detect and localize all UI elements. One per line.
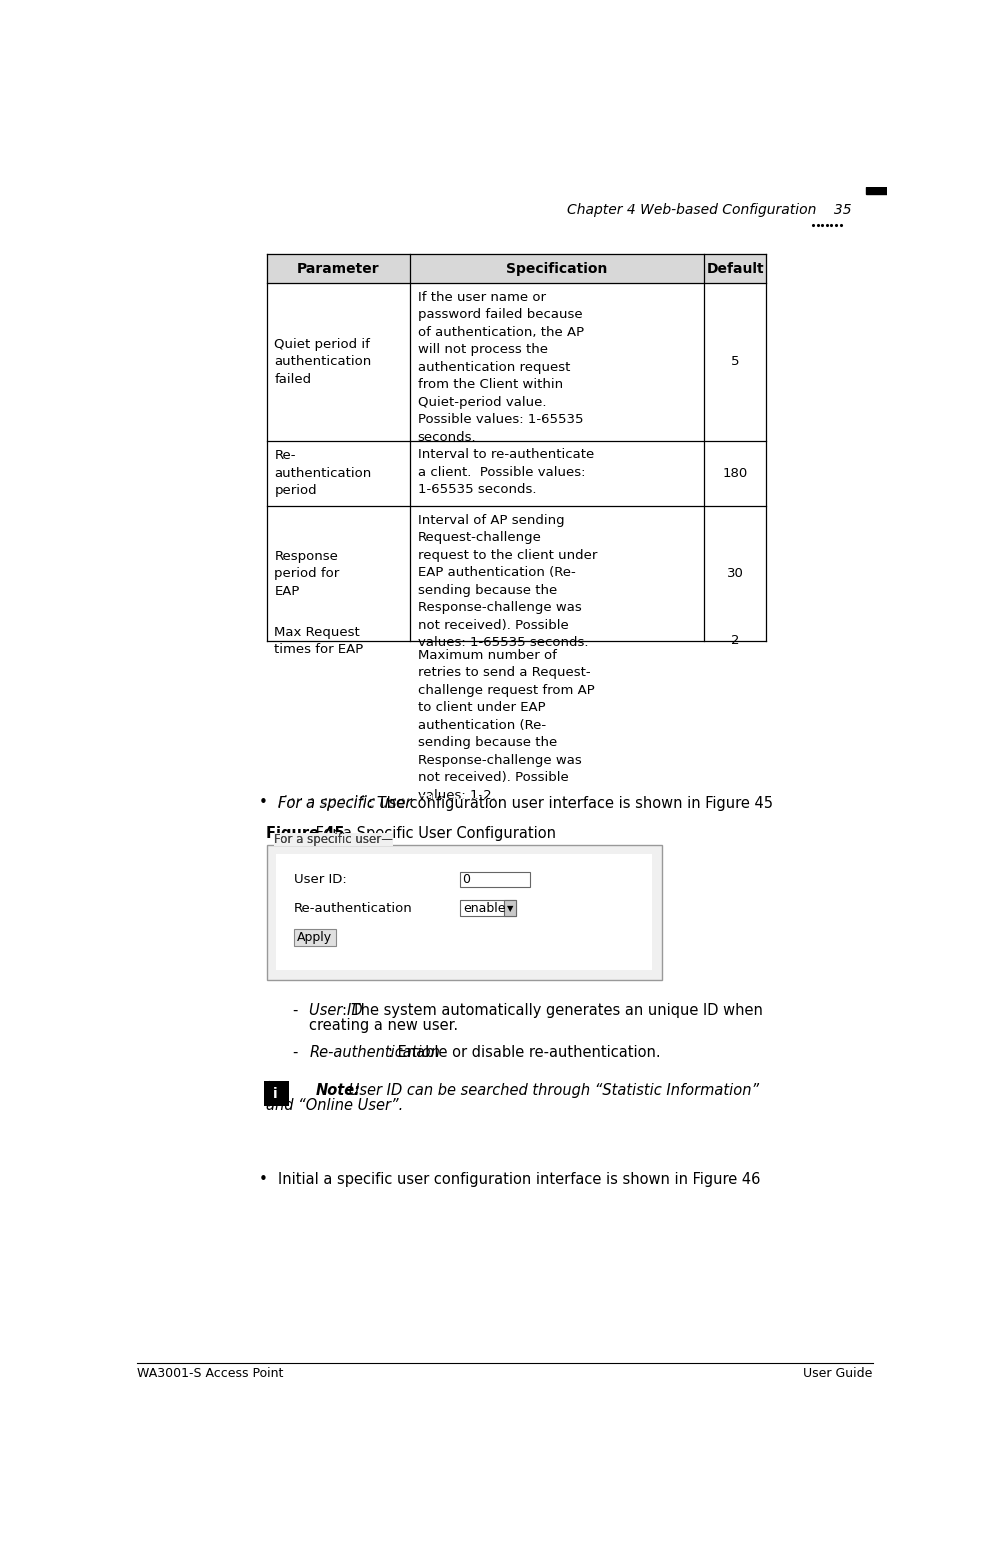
- Text: i: i: [273, 1087, 278, 1101]
- Text: Re-
authentication
period: Re- authentication period: [274, 449, 371, 498]
- Text: : Enable or disable re-authentication.: : Enable or disable re-authentication.: [388, 1045, 661, 1061]
- Text: User ID can be searched through “Statistic Information”: User ID can be searched through “Statist…: [345, 1082, 759, 1098]
- Text: For a specific user: For a specific user: [278, 796, 412, 810]
- Text: Apply: Apply: [297, 931, 333, 944]
- Text: •: •: [259, 795, 268, 810]
- Text: 2: 2: [731, 634, 740, 647]
- Text: Maximum number of
retries to send a Request-
challenge request from AP
to client: Maximum number of retries to send a Requ…: [418, 648, 594, 801]
- Text: Default: Default: [706, 261, 764, 275]
- Bar: [267, 844, 662, 980]
- Text: -: -: [293, 1003, 297, 1019]
- Text: •: •: [259, 1172, 268, 1186]
- Text: and “Online User”.: and “Online User”.: [267, 1098, 404, 1113]
- Text: creating a new user.: creating a new user.: [309, 1019, 458, 1033]
- Text: WA3001-S Access Point: WA3001-S Access Point: [137, 1367, 284, 1381]
- Bar: [866, 187, 887, 194]
- Text: For a Specific User Configuration: For a Specific User Configuration: [311, 826, 557, 841]
- Text: Re-authentication: Re-authentication: [309, 1045, 440, 1061]
- Bar: [503, 900, 516, 916]
- Bar: [460, 900, 516, 916]
- Text: Chapter 4 Web-based Configuration    35: Chapter 4 Web-based Configuration 35: [567, 202, 852, 216]
- Text: User Guide: User Guide: [803, 1367, 873, 1381]
- Text: Response
period for
EAP: Response period for EAP: [274, 549, 340, 597]
- Bar: [264, 1081, 289, 1106]
- Text: Interval of AP sending
Request-challenge
request to the client under
EAP authent: Interval of AP sending Request-challenge…: [418, 513, 597, 650]
- Text: : The configuration user interface is shown in Figure 45: : The configuration user interface is sh…: [368, 796, 773, 810]
- Text: 5: 5: [731, 355, 740, 369]
- Text: Max Request
times for EAP: Max Request times for EAP: [274, 625, 363, 656]
- Bar: [460, 872, 530, 888]
- Bar: [276, 854, 652, 970]
- Text: Parameter: Parameter: [296, 261, 379, 275]
- Text: For a specific user: The configuration user interface is shown in Figure 45: For a specific user: The configuration u…: [278, 795, 817, 810]
- Text: For a specific user: For a specific user: [274, 833, 381, 846]
- Text: Figure 45: Figure 45: [267, 826, 345, 841]
- Bar: [294, 928, 336, 945]
- Text: Re-authentication: Re-authentication: [294, 902, 413, 914]
- Text: For a specific user—: For a specific user—: [274, 833, 393, 846]
- Polygon shape: [269, 1081, 288, 1106]
- Text: Interval to re-authenticate
a client.  Possible values:
1-65535 seconds.: Interval to re-authenticate a client. Po…: [418, 448, 594, 496]
- Text: Specification: Specification: [506, 261, 608, 275]
- Text: User ID: User ID: [309, 1003, 362, 1019]
- Text: Note:: Note:: [315, 1082, 361, 1098]
- Text: For a specific user: For a specific user: [278, 795, 412, 810]
- Text: Initial a specific user configuration interface is shown in Figure 46: Initial a specific user configuration in…: [278, 1172, 760, 1186]
- Text: : The system automatically generates an unique ID when: : The system automatically generates an …: [342, 1003, 762, 1019]
- Text: -: -: [293, 1045, 297, 1061]
- Text: 180: 180: [723, 466, 748, 480]
- Text: enable: enable: [463, 902, 506, 914]
- Text: User ID:: User ID:: [294, 872, 347, 886]
- Text: If the user name or
password failed because
of authentication, the AP
will not p: If the user name or password failed beca…: [418, 291, 584, 443]
- Bar: [267, 255, 766, 283]
- Text: 0: 0: [463, 872, 471, 886]
- Text: 30: 30: [727, 568, 744, 580]
- Text: ▼: ▼: [506, 903, 513, 913]
- Text: Quiet period if
authentication
failed: Quiet period if authentication failed: [274, 337, 371, 386]
